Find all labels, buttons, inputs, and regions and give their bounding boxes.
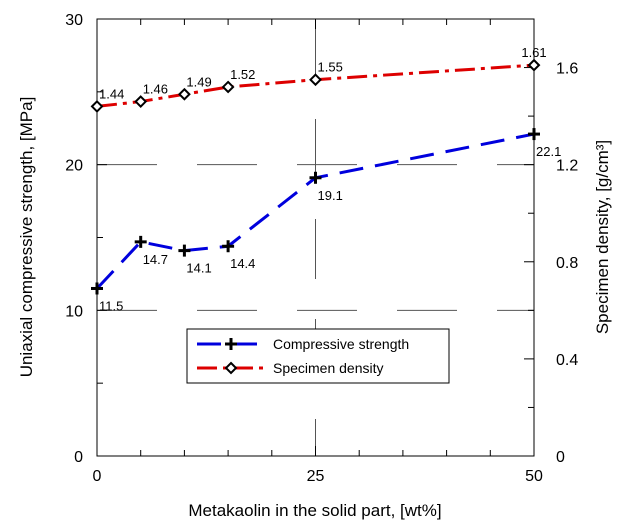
data-label-density: 1.44	[99, 86, 124, 101]
data-point-diamond	[309, 73, 322, 87]
data-label-density: 1.49	[186, 74, 211, 89]
y2-tick-label: 0.4	[556, 352, 578, 369]
y-tick-label: 0	[74, 449, 83, 466]
y2-tick-label: 1.6	[556, 61, 578, 78]
data-point-diamond	[177, 87, 191, 101]
y-axis-title: Uniaxial compressive strength, [MPa]	[17, 97, 36, 378]
grid-lines	[97, 19, 534, 456]
x-tick-label: 25	[307, 468, 325, 485]
data-label-density: 1.55	[318, 60, 343, 75]
y2-axis-title: Specimen density, [g/cm³]	[593, 140, 612, 334]
data-point-diamond	[90, 99, 104, 113]
x-tick-label: 0	[93, 468, 102, 485]
data-point-plus	[91, 282, 103, 295]
data-label-strength: 14.1	[186, 261, 211, 276]
data-point-plus	[309, 171, 322, 184]
data-label-strength: 14.7	[143, 252, 168, 267]
data-label-density: 1.52	[230, 67, 255, 82]
x-axis-title: Metakaolin in the solid part, [wt%]	[188, 501, 441, 520]
data-point-diamond	[527, 58, 541, 72]
series-line-compressive-strength	[95, 132, 535, 290]
data-point-diamond	[134, 95, 148, 108]
series-line-specimen-density	[96, 63, 535, 108]
data-point-diamond	[224, 361, 238, 375]
data-point-plus	[134, 235, 147, 248]
tick-labels: 0 25 50 0 10 20 30 0 0.4 0.8 1.2 1.6	[65, 12, 578, 485]
data-point-plus	[178, 244, 191, 257]
data-point-diamond	[221, 80, 235, 94]
data-point-plus	[222, 240, 235, 253]
legend-label: Compressive strength	[273, 336, 409, 352]
data-point-plus	[528, 128, 540, 141]
data-label-strength: 22.1	[536, 144, 561, 159]
data-labels: 11.5 14.7 14.1 14.4 19.1 22.1 1.44 1.46 1.49 1.52…	[99, 45, 561, 313]
y-tick-label: 10	[65, 303, 83, 320]
legend-label: Specimen density	[273, 360, 384, 376]
y-tick-label: 30	[65, 12, 83, 29]
data-label-strength: 11.5	[99, 298, 123, 313]
data-label-density: 1.61	[521, 45, 546, 60]
legend: Compressive strength Specimen density	[186, 328, 450, 384]
y2-tick-label: 0.8	[556, 255, 578, 272]
data-label-strength: 19.1	[318, 188, 343, 203]
axis-ticks	[96, 18, 535, 457]
data-label-density: 1.46	[143, 82, 168, 97]
y2-tick-label: 1.2	[556, 158, 578, 175]
series-layer	[90, 58, 541, 295]
y2-tick-label: 0	[556, 449, 565, 466]
x-tick-label: 50	[525, 468, 543, 485]
y-tick-label: 20	[65, 158, 83, 175]
data-label-strength: 14.4	[230, 256, 255, 271]
data-point-plus	[225, 338, 237, 350]
